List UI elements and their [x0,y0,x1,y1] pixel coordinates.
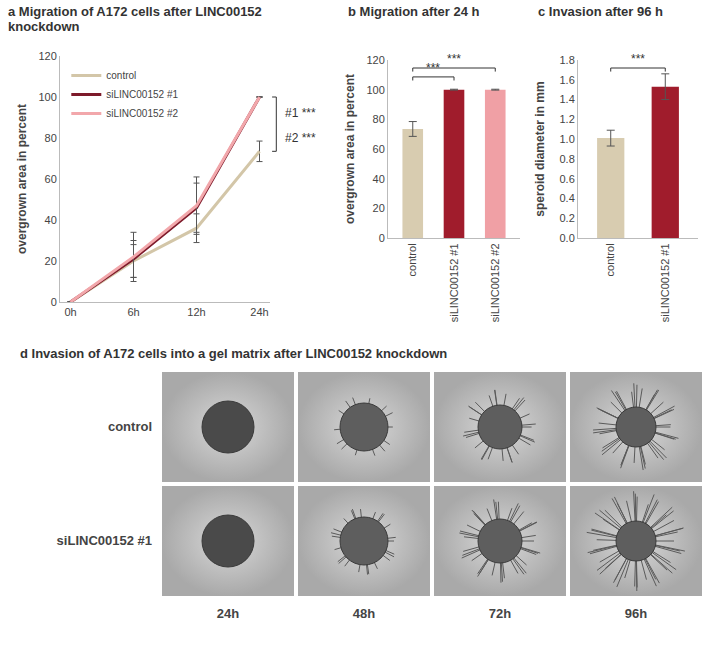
svg-text:***: *** [447,52,461,66]
svg-text:100: 100 [366,84,384,96]
html-text:96h: 96h [624,606,648,621]
svg-text:60: 60 [373,143,385,155]
html-text:72h: 72h [488,606,512,621]
svg-text:12h: 12h [187,306,205,318]
html-text:a Migration of A172 cells afte: a Migration of A172 cells after LINC0015… [8,4,262,34]
svg-text:0h: 0h [64,306,76,318]
svg-text:1.8: 1.8 [560,54,575,66]
svg-text:20: 20 [45,255,57,267]
svg-text:siLINC00152 #2: siLINC00152 #2 [106,108,178,119]
html-text:c Invasion after 96 h: c Invasion after 96 h [538,4,663,19]
html-text:b Migration after 24 h: b Migration after 24 h [348,4,480,19]
svg-text:0.6: 0.6 [560,173,575,185]
svg-text:siLINC00152 #1: siLINC00152 #1 [448,243,460,322]
svg-text:0.4: 0.4 [560,192,575,204]
html-text:control: control [107,419,152,434]
svg-text:#2 ***: #2 *** [285,131,316,145]
svg-text:120: 120 [38,50,56,62]
svg-text:siLINC00152 #1: siLINC00152 #1 [106,89,178,100]
svg-text:0: 0 [51,296,57,308]
svg-text:overgrown area in percent: overgrown area in percent [15,104,29,254]
svg-text:***: *** [426,61,440,75]
svg-text:120: 120 [366,54,384,66]
svg-text:1.0: 1.0 [560,133,575,145]
html-text:48h: 48h [352,606,376,621]
svg-text:***: *** [631,52,645,66]
html-text:d Invasion of A172 cells into: d Invasion of A172 cells into a gel matr… [20,346,448,361]
html-text:siLINC00152 #1: siLINC00152 #1 [56,533,152,548]
svg-text:0.8: 0.8 [560,153,575,165]
svg-text:control: control [406,243,418,276]
svg-text:0: 0 [379,232,385,244]
svg-text:20: 20 [373,202,385,214]
html-text:24h: 24h [216,606,240,621]
svg-text:60: 60 [45,173,57,185]
svg-text:speroid diameter in mm: speroid diameter in mm [533,81,547,216]
svg-text:0.2: 0.2 [560,212,575,224]
svg-text:80: 80 [45,132,57,144]
svg-text:80: 80 [373,113,385,125]
svg-text:control: control [604,243,616,276]
svg-text:1.4: 1.4 [560,93,575,105]
svg-text:40: 40 [45,214,57,226]
svg-text:1.6: 1.6 [560,74,575,86]
svg-text:100: 100 [38,91,56,103]
svg-text:40: 40 [373,173,385,185]
svg-text:24h: 24h [250,306,268,318]
svg-text:0.0: 0.0 [560,232,575,244]
svg-text:siLINC00152 #2: siLINC00152 #2 [489,243,501,322]
svg-text:control: control [106,70,136,81]
svg-text:#1 ***: #1 *** [285,106,316,120]
svg-text:siLINC00152 #1: siLINC00152 #1 [659,243,671,322]
svg-text:6h: 6h [127,306,139,318]
svg-text:1.2: 1.2 [560,113,575,125]
svg-text:overgrown area in percent: overgrown area in percent [343,74,357,224]
